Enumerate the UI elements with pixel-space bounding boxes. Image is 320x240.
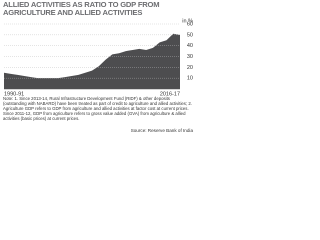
page: {"chart_data": {"type": "area", "title":… xyxy=(0,0,196,135)
y-tick-label: 50 xyxy=(187,32,193,38)
x-tick-label: 2016-17 xyxy=(160,91,180,97)
y-tick-label: 30 xyxy=(187,54,193,60)
area xyxy=(4,33,180,89)
chart-title: ALLIED ACTIVITIES AS RATIO TO GDP FROM A… xyxy=(3,0,160,17)
y-tick-label: 40 xyxy=(187,43,193,49)
y-tick-label: 10 xyxy=(187,76,193,82)
y-tick-label: 60 xyxy=(187,21,193,27)
notes: Note: 1. Since 2013-14, Rural Infrastruc… xyxy=(3,96,192,122)
source: Source: Reserve Bank of India xyxy=(130,128,193,133)
y-axis-label: in % xyxy=(182,18,193,24)
chart: in % 10 20 30 40 50 60 1990-91 2016-17 xyxy=(4,18,193,97)
x-tick-label: 1990-91 xyxy=(4,91,24,97)
y-tick-label: 20 xyxy=(187,65,193,71)
